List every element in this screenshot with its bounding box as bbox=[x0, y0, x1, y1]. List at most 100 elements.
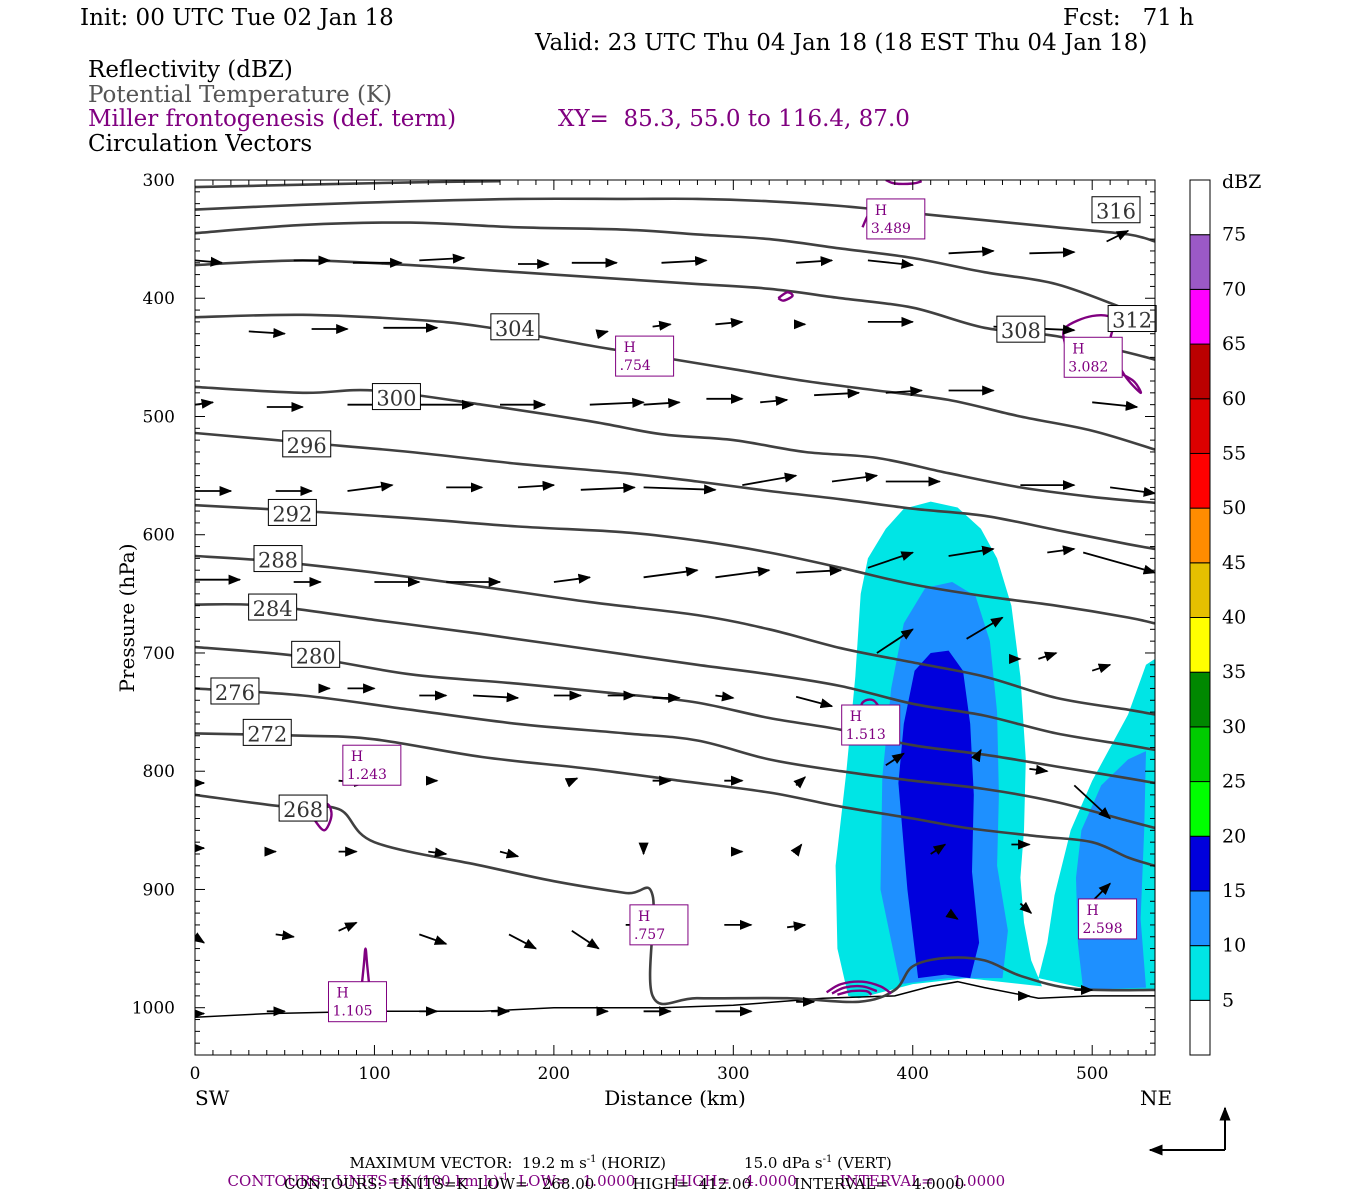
x-tick-label: 300 bbox=[717, 1064, 749, 1084]
circulation-vector bbox=[338, 921, 358, 932]
svg-text:300: 300 bbox=[376, 387, 416, 411]
circulation-vector bbox=[419, 253, 466, 264]
theta-contour-304 bbox=[195, 313, 1155, 451]
circulation-vector bbox=[867, 258, 915, 269]
theta-label-276: 276 bbox=[210, 677, 260, 705]
circulation-vector bbox=[795, 695, 834, 709]
max-vector-horiz-exp: -1 bbox=[586, 1154, 597, 1165]
theta-label-312: 312 bbox=[1107, 305, 1157, 333]
svg-text:292: 292 bbox=[272, 502, 312, 526]
colorbar-segment-40 bbox=[1189, 562, 1211, 618]
circulation-vector bbox=[195, 256, 224, 267]
valid-time: Valid: 23 UTC Thu 04 Jan 18 (18 EST Thu … bbox=[535, 30, 1148, 56]
colorbar-segment-60 bbox=[1189, 343, 1211, 400]
colorbar-label: 40 bbox=[1222, 607, 1246, 629]
theta-label-280: 280 bbox=[291, 640, 341, 668]
theta-label-292: 292 bbox=[267, 498, 317, 526]
colorbar-label: 60 bbox=[1222, 388, 1246, 410]
fronto-contour-units: CONTOURS: UNITS=K (100 km h) bbox=[227, 1172, 499, 1190]
theta-label-296: 296 bbox=[282, 430, 332, 458]
colorbar-label: 25 bbox=[1222, 771, 1246, 793]
x-tick-label: 200 bbox=[538, 1064, 570, 1084]
circulation-vector bbox=[1082, 551, 1155, 575]
theta-contour-288 bbox=[195, 554, 1155, 716]
y-tick-label: 300 bbox=[143, 171, 175, 191]
circulation-vector bbox=[796, 565, 843, 576]
circulation-vector bbox=[595, 329, 609, 340]
colorbar-segment-45 bbox=[1189, 507, 1211, 564]
circulation-vector bbox=[1109, 486, 1155, 497]
svg-text:280: 280 bbox=[296, 644, 336, 668]
svg-text:2.598: 2.598 bbox=[1083, 921, 1123, 937]
circulation-vector bbox=[1047, 545, 1076, 556]
cross-section-endpoints: XY= 85.3, 55.0 to 116.4, 87.0 bbox=[558, 106, 910, 132]
field-potential-temperature: Potential Temperature (K) bbox=[88, 82, 393, 108]
reflectivity-10dbz-region bbox=[1076, 751, 1146, 990]
circulation-vector bbox=[652, 320, 672, 331]
circulation-vector bbox=[1106, 229, 1130, 243]
frontogenesis-max-label: H 2.598 bbox=[1078, 898, 1138, 940]
colorbar-segment-30 bbox=[1189, 671, 1211, 728]
y-tick-label: 700 bbox=[143, 644, 175, 664]
circulation-vector bbox=[760, 395, 789, 406]
max-vector-vert: 15.0 dPa s bbox=[744, 1154, 823, 1172]
field-circulation-vectors: Circulation Vectors bbox=[88, 131, 313, 157]
circulation-vector bbox=[1091, 882, 1111, 902]
colorbar-label: 20 bbox=[1222, 825, 1246, 847]
svg-text:1.105: 1.105 bbox=[332, 1004, 372, 1020]
svg-text:268: 268 bbox=[283, 798, 323, 822]
forecast-hour: Fcst: 71 h bbox=[1063, 5, 1194, 31]
reflectivity-15dbz-region bbox=[898, 650, 980, 979]
colorbar-label: 75 bbox=[1222, 224, 1246, 246]
theta-contour-312 bbox=[195, 221, 1155, 324]
svg-text:308: 308 bbox=[1001, 319, 1041, 343]
circulation-vector bbox=[1091, 663, 1112, 674]
circulation-vector bbox=[945, 908, 959, 920]
frontogenesis-max-label: H 1.513 bbox=[841, 704, 901, 746]
svg-text:3.082: 3.082 bbox=[1068, 359, 1108, 375]
colorbar-segment-20 bbox=[1189, 781, 1211, 837]
circulation-vector bbox=[419, 933, 448, 945]
frontogenesis-max-label: H 1.105 bbox=[327, 981, 387, 1023]
theta-label-300: 300 bbox=[371, 383, 421, 411]
frontogenesis-contour bbox=[358, 947, 373, 1002]
svg-text:296: 296 bbox=[287, 434, 327, 458]
colorbar-label: 10 bbox=[1222, 935, 1246, 957]
frontogenesis-max-label: H .754 bbox=[615, 335, 675, 377]
max-vector-vert-exp: -1 bbox=[822, 1154, 833, 1165]
svg-text:H: H bbox=[850, 709, 862, 725]
colorbar-segment-35 bbox=[1189, 617, 1211, 673]
max-vector-horiz-tail: (HORIZ) bbox=[596, 1154, 667, 1172]
y-tick-label: 800 bbox=[143, 762, 175, 782]
x-tick-label: 400 bbox=[897, 1064, 929, 1084]
theta-label-308: 308 bbox=[996, 315, 1046, 343]
frontogenesis-contour bbox=[777, 291, 794, 302]
svg-text:H: H bbox=[1072, 341, 1084, 357]
circulation-vector bbox=[966, 616, 1004, 640]
circulation-vector bbox=[930, 843, 947, 855]
colorbar-label: 5 bbox=[1222, 989, 1234, 1011]
frontogenesis-max-label: H .757 bbox=[629, 904, 689, 946]
colorbar-label: 35 bbox=[1222, 661, 1246, 683]
y-tick-label: 900 bbox=[143, 880, 175, 900]
frontogenesis-contour bbox=[885, 180, 923, 186]
colorbar-segment-70 bbox=[1189, 234, 1211, 290]
svg-text:316: 316 bbox=[1096, 200, 1136, 224]
theta-contour-268 bbox=[195, 793, 1155, 1006]
circulation-vector bbox=[275, 930, 295, 941]
max-vector-horiz: MAXIMUM VECTOR: 19.2 m s bbox=[349, 1154, 587, 1172]
circulation-vector bbox=[715, 691, 735, 702]
x-tick-label: 0 bbox=[190, 1064, 201, 1084]
circulation-vector bbox=[793, 776, 807, 789]
circulation-vector bbox=[742, 472, 798, 486]
theta-label-268: 268 bbox=[278, 794, 328, 822]
svg-text:.754: .754 bbox=[620, 358, 651, 374]
svg-text:H: H bbox=[336, 986, 348, 1002]
svg-text:H: H bbox=[638, 909, 650, 925]
theta-contour-note: CONTOURS: UNITS=K LOW= 268.00 HIGH= 412.… bbox=[284, 1175, 965, 1193]
colorbar-segment-25 bbox=[1189, 726, 1211, 783]
y-tick-label: 500 bbox=[143, 407, 175, 427]
circulation-vector bbox=[589, 397, 645, 408]
circulation-vector bbox=[1019, 901, 1033, 914]
colorbar-segment-5 bbox=[1189, 945, 1211, 1001]
